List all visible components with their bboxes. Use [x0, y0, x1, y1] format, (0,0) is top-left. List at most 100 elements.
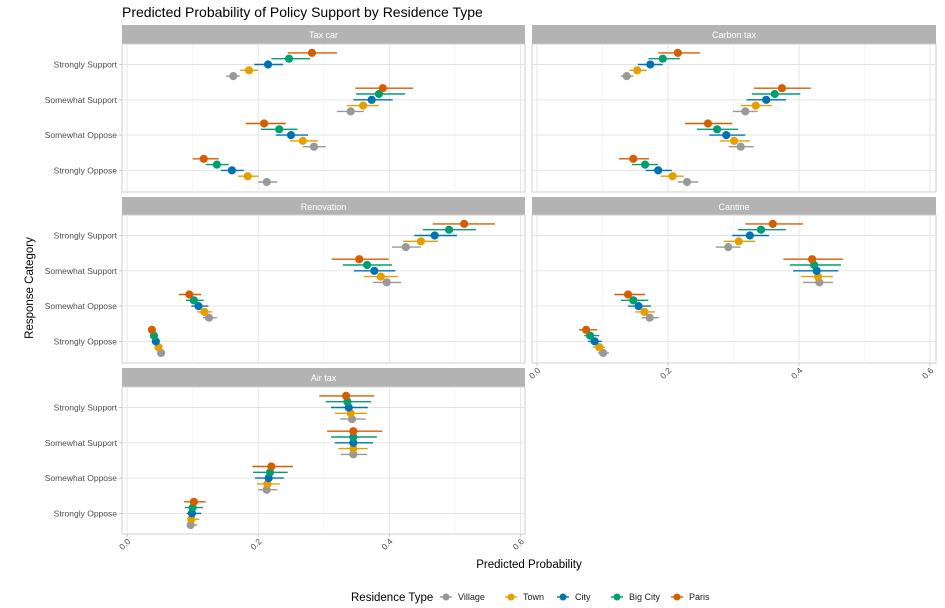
legend-key-point: [507, 593, 515, 601]
point-estimate-town: [359, 101, 368, 110]
legend-label: City: [575, 592, 591, 602]
point-estimate-paris: [582, 325, 591, 334]
point-estimate-big-city: [629, 296, 638, 305]
point-estimate-paris: [623, 290, 633, 299]
facet-title: Carbon tax: [712, 30, 757, 40]
panel-background: [531, 43, 937, 193]
point-estimate-village: [599, 348, 608, 358]
legend-label: Village: [458, 592, 485, 602]
x-tick-label: 0.0: [527, 365, 543, 381]
point-estimate-village: [622, 72, 631, 81]
point-estimate-big-city: [349, 432, 358, 442]
facet-title: Tax car: [309, 30, 338, 40]
legend-label: Town: [523, 592, 544, 602]
panel-background: [531, 214, 937, 364]
point-estimate-paris: [349, 427, 358, 436]
point-estimate-city: [227, 166, 237, 175]
facet-panels: Tax car Strongly Support Somewhat Support S…: [45, 25, 937, 552]
y-tick-label: Strongly Oppose: [54, 336, 118, 346]
y-tick-label: Somewhat Support: [45, 266, 118, 276]
point-estimate-village: [229, 72, 238, 81]
facet-panel-carbon-tax: Carbon tax: [531, 25, 937, 193]
point-estimate-big-city: [374, 89, 384, 99]
point-estimate-town: [640, 307, 649, 316]
point-estimate-village: [741, 107, 750, 116]
y-tick-label: Strongly Oppose: [54, 508, 118, 518]
point-estimate-paris: [260, 119, 269, 128]
point-estimate-paris: [703, 119, 713, 128]
point-estimate-city: [590, 337, 599, 346]
point-estimate-paris: [147, 325, 157, 334]
x-tick-label: 0.4: [379, 536, 395, 552]
point-estimate-village: [204, 313, 214, 322]
point-estimate-paris: [189, 497, 199, 506]
legend-key-point: [559, 593, 567, 601]
point-estimate-city: [722, 131, 731, 140]
y-tick-label: Strongly Support: [54, 60, 118, 70]
point-estimate-city: [367, 95, 376, 104]
point-estimate-city: [286, 131, 296, 140]
legend: Residence Type Village Town City Big City Pa…: [351, 592, 710, 604]
point-estimate-city: [762, 95, 771, 104]
point-estimate-paris: [460, 219, 469, 228]
point-estimate-big-city: [770, 89, 779, 99]
legend-item-paris: Paris: [671, 592, 710, 602]
y-tick-label: Strongly Support: [54, 403, 118, 413]
point-estimate-paris: [267, 462, 276, 471]
point-estimate-big-city: [189, 296, 199, 305]
point-estimate-city: [194, 302, 203, 311]
point-estimate-town: [298, 136, 307, 145]
point-estimate-big-city: [212, 160, 221, 169]
point-estimate-paris: [185, 290, 194, 299]
point-estimate-village: [682, 177, 692, 187]
point-estimate-village: [346, 107, 355, 116]
point-estimate-village: [736, 142, 745, 151]
point-estimate-village: [382, 278, 391, 287]
facet-strip: [122, 368, 525, 387]
facet-strip: [122, 25, 525, 44]
point-estimate-village: [645, 313, 654, 322]
y-tick-label: Somewhat Oppose: [45, 473, 118, 483]
point-estimate-town: [595, 343, 604, 352]
point-estimate-city: [634, 302, 643, 311]
legend-label: Paris: [689, 592, 710, 602]
x-axis-label: Predicted Probability: [476, 559, 582, 571]
point-estimate-city: [654, 166, 663, 175]
x-tick-label: 0.4: [789, 365, 805, 381]
point-estimate-paris: [629, 154, 638, 163]
legend-item-city: City: [557, 592, 591, 602]
point-estimate-town: [244, 66, 254, 75]
facet-strip: [122, 197, 525, 216]
y-tick-label: Somewhat Oppose: [45, 130, 118, 140]
point-estimate-paris: [307, 48, 317, 58]
legend-title: Residence Type: [351, 592, 433, 604]
legend-label: Big City: [629, 592, 661, 602]
point-estimate-town: [243, 172, 252, 181]
point-estimate-city: [263, 60, 273, 69]
facet-panel-air-tax: Air tax Strongly Support Somewhat Support S…: [45, 368, 526, 552]
facet-strip: [532, 197, 936, 216]
point-estimate-big-city: [444, 225, 454, 234]
facet-panel-cantine: Cantine 0.0 0.2 0.4 0.6: [527, 197, 937, 381]
point-estimate-town: [416, 237, 425, 246]
facet-title: Cantine: [718, 202, 749, 212]
point-estimate-big-city: [275, 125, 284, 134]
point-estimate-paris: [768, 219, 777, 228]
point-estimate-town: [751, 101, 760, 110]
y-tick-label: Somewhat Support: [45, 95, 118, 105]
y-tick-label: Strongly Oppose: [54, 165, 118, 175]
facet-panel-tax-car: Tax car Strongly Support Somewhat Support S…: [45, 25, 526, 193]
legend-item-town: Town: [505, 592, 544, 602]
point-estimate-city: [430, 231, 439, 240]
point-estimate-town: [376, 272, 385, 281]
point-estimate-town: [349, 444, 358, 453]
legend-key-point: [673, 593, 681, 601]
point-estimate-village: [309, 142, 319, 151]
point-estimate-big-city: [362, 260, 372, 270]
x-tick-label: 0.2: [658, 365, 674, 381]
y-tick-label: Somewhat Support: [45, 438, 118, 448]
chart-title: Predicted Probability of Policy Support …: [122, 4, 483, 20]
point-estimate-paris: [673, 48, 682, 58]
point-estimate-paris: [355, 255, 364, 264]
